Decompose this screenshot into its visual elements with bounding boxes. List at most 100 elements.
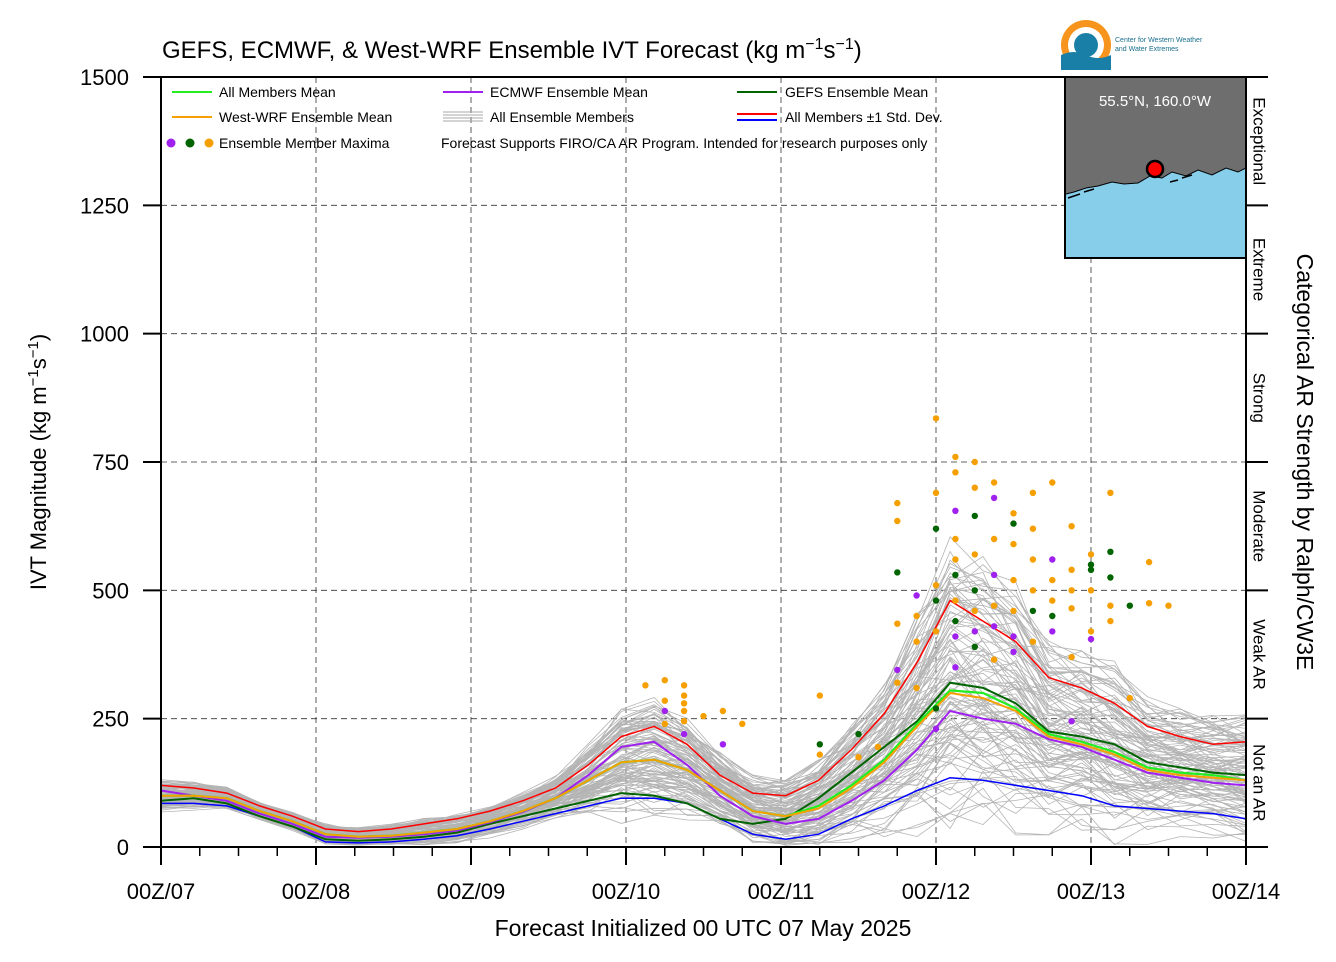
- wrf-max-point: [971, 458, 978, 466]
- ecmwf-max-point: [990, 494, 998, 502]
- ensemble-member-line: [160, 536, 1247, 831]
- ecmwf-max-point: [680, 730, 688, 738]
- gefs-max-point: [1107, 574, 1114, 581]
- ecmwf-max-point: [952, 507, 959, 514]
- x-tick-label: 00Z/09: [437, 879, 506, 904]
- wrf-max-point: [1107, 602, 1114, 609]
- legend-label-all-members: All Ensemble Members: [490, 109, 634, 125]
- ensemble-member-line: [160, 700, 1247, 840]
- wrf-max-point: [1107, 489, 1114, 496]
- wrf-max-point: [932, 415, 940, 422]
- wrf-max-point: [1029, 489, 1037, 496]
- wrf-max-point: [816, 751, 823, 758]
- ensemble-member-line: [160, 717, 1247, 840]
- wrf-max-point: [971, 607, 978, 615]
- y-tick-label: 500: [92, 578, 129, 603]
- cw3e-logo: Center for Western Weather and Water Ext…: [1061, 20, 1203, 70]
- ensemble-members: [160, 536, 1247, 846]
- ecmwf-max-point: [1087, 635, 1095, 643]
- gefs-max-point: [816, 741, 823, 748]
- ensemble-member-line: [160, 735, 1247, 842]
- legend-swatch-maxima: [166, 138, 214, 148]
- ensemble-member-line: [160, 559, 1247, 831]
- ecmwf-max-point: [1068, 718, 1075, 725]
- series-lines: [160, 599, 1247, 844]
- ecmwf-max-point: [894, 666, 901, 674]
- ecmwf-max-point: [990, 571, 998, 579]
- wrf-max-point: [1068, 605, 1075, 612]
- wrf-max-point: [680, 700, 688, 707]
- category-label: Weak AR: [1250, 619, 1269, 690]
- wrf-max-point: [680, 682, 688, 689]
- wrf-max-point: [1029, 638, 1037, 645]
- ecmwf-max-point: [1049, 628, 1056, 635]
- gefs-max-point: [971, 587, 978, 594]
- gefs-max-point: [1049, 612, 1056, 620]
- ensemble-member-line: [160, 749, 1247, 845]
- legend: All Members Mean ECMWF Ensemble Mean GEF…: [166, 84, 943, 151]
- x-tick-label: 00Z/10: [592, 879, 661, 904]
- wrf-max-point: [661, 677, 668, 684]
- ecmwf-max-point: [1010, 633, 1017, 640]
- wrf-max-point: [1029, 556, 1037, 563]
- std-dev-upper-line: [160, 599, 1247, 833]
- ensemble-member-line: [160, 754, 1247, 844]
- ensemble-member-line: [160, 624, 1247, 836]
- gefs-max-point: [1107, 548, 1114, 555]
- wrf-max-point: [1087, 628, 1095, 635]
- wrf-max-point: [1029, 525, 1037, 532]
- gefs-max-point: [1087, 566, 1095, 573]
- wrf-max-point: [642, 682, 649, 689]
- wrf-max-point: [932, 628, 940, 635]
- gefs-max-point: [971, 643, 978, 650]
- ecmwf-max-point: [932, 725, 940, 733]
- x-tick-label: 00Z/07: [127, 879, 196, 904]
- x-axis: 00Z/07 00Z/08 00Z/09 00Z/10 00Z/11 00Z/12 00Z/…: [127, 847, 1281, 904]
- legend-label-gefs-mean: GEFS Ensemble Mean: [785, 84, 928, 100]
- member-maxima: [642, 415, 1172, 761]
- ensemble-member-line: [160, 802, 1247, 846]
- ecmwf-max-point: [661, 707, 668, 715]
- ensemble-member-line: [160, 598, 1247, 834]
- ecmwf-max-point: [1049, 556, 1056, 563]
- gefs-max-point: [932, 525, 940, 532]
- west-wrf-mean-line: [161, 691, 1247, 838]
- wrf-max-point: [990, 479, 998, 486]
- legend-label-wrf-mean: West-WRF Ensemble Mean: [219, 109, 392, 125]
- wrf-max-point: [1010, 510, 1017, 517]
- wrf-max-point: [1049, 576, 1056, 584]
- ecmwf-max-point: [1010, 648, 1017, 656]
- gefs-max-point: [952, 571, 959, 579]
- wrf-max-point: [1010, 576, 1017, 584]
- wrf-max-point: [913, 684, 920, 692]
- wrf-max-point: [932, 582, 940, 589]
- inset-map-islands: [1067, 174, 1193, 199]
- legend-swatch-std-dev: [737, 113, 777, 121]
- legend-label-all-mean: All Members Mean: [219, 84, 336, 100]
- gefs-max-point: [932, 597, 940, 604]
- wrf-max-point: [739, 720, 746, 727]
- wrf-max-point: [894, 499, 901, 507]
- category-label: Strong: [1250, 373, 1269, 423]
- category-label: Not an AR: [1250, 744, 1269, 822]
- gefs-max-point: [855, 730, 862, 738]
- y-tick-label: 750: [92, 450, 129, 475]
- wrf-max-point: [1010, 540, 1017, 548]
- x-tick-label: 00Z/14: [1212, 879, 1281, 904]
- ecmwf-max-point: [952, 664, 959, 671]
- ensemble-member-line: [160, 579, 1247, 831]
- location-marker-icon: [1145, 159, 1165, 179]
- y-tick-label: 1250: [80, 193, 129, 218]
- wrf-max-point: [894, 620, 901, 627]
- gefs-max-point: [1010, 520, 1017, 527]
- ecmwf-max-point: [952, 633, 959, 640]
- wrf-max-point: [816, 692, 823, 699]
- logo-text-line1: Center for Western Weather: [1115, 37, 1203, 44]
- y-tick-label: 0: [117, 835, 129, 860]
- logo-wave-icon: [1061, 52, 1111, 70]
- wrf-max-point: [1145, 558, 1153, 566]
- inset-map: 55.5°N, 160.0°W: [1064, 76, 1247, 259]
- legend-label-maxima: Ensemble Member Maxima: [219, 135, 390, 151]
- ensemble-member-line: [160, 659, 1247, 836]
- wrf-max-point: [952, 556, 959, 563]
